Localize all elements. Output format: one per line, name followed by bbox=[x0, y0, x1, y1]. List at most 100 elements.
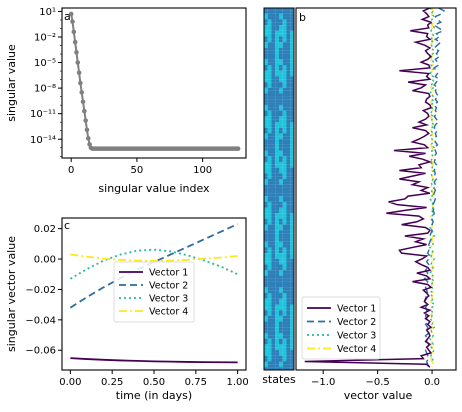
state-cell bbox=[282, 287, 287, 291]
state-cell bbox=[286, 65, 291, 68]
state-cell bbox=[279, 318, 283, 322]
state-cell bbox=[271, 8, 276, 11]
state-cell bbox=[282, 241, 287, 245]
state-cell bbox=[279, 227, 283, 231]
state-cell bbox=[264, 341, 268, 345]
state-cell bbox=[267, 65, 272, 68]
state-cell bbox=[275, 187, 280, 191]
state-cell bbox=[282, 84, 287, 88]
state-cell bbox=[290, 93, 295, 97]
state-cell bbox=[275, 367, 280, 371]
state-cell bbox=[271, 213, 276, 217]
state-cell bbox=[264, 350, 268, 353]
state-cell bbox=[267, 156, 272, 160]
state-cell bbox=[267, 164, 272, 168]
state-cell bbox=[282, 33, 287, 37]
c-panel-label: c bbox=[64, 219, 70, 232]
state-cell bbox=[286, 367, 291, 371]
state-cell bbox=[290, 275, 295, 279]
c-y-tick-label: 0.02 bbox=[34, 224, 56, 235]
state-cell bbox=[279, 62, 283, 66]
state-cell bbox=[267, 33, 272, 37]
state-cell bbox=[286, 127, 291, 131]
state-cell bbox=[279, 39, 283, 43]
b-legend: Vector 1 Vector 2 Vector 3 Vector 4 bbox=[301, 296, 381, 360]
state-cell bbox=[286, 270, 291, 274]
state-cell bbox=[267, 150, 272, 154]
state-cell bbox=[279, 352, 283, 356]
state-cell bbox=[279, 221, 283, 225]
a-x-tick-label: 0 bbox=[68, 165, 74, 176]
state-cell bbox=[264, 344, 268, 348]
state-cell bbox=[264, 216, 268, 219]
state-cell bbox=[264, 267, 268, 271]
state-cell bbox=[279, 156, 283, 160]
state-cell bbox=[279, 184, 283, 188]
state-cell bbox=[264, 13, 268, 17]
state-cell bbox=[279, 193, 283, 197]
state-cell bbox=[290, 210, 295, 214]
state-cell bbox=[264, 281, 268, 285]
state-cell bbox=[267, 141, 272, 145]
state-cell bbox=[275, 173, 280, 177]
state-cell bbox=[282, 22, 287, 26]
state-cell bbox=[264, 273, 268, 276]
state-cell bbox=[279, 30, 283, 34]
state-cell bbox=[267, 204, 272, 208]
state-cell bbox=[282, 264, 287, 268]
c-series-3-line bbox=[69, 248, 239, 280]
state-cell bbox=[275, 184, 280, 188]
state-cell bbox=[286, 327, 291, 331]
state-cell bbox=[264, 10, 268, 14]
state-cell bbox=[286, 159, 291, 162]
state-cell bbox=[279, 93, 283, 97]
state-cell bbox=[264, 295, 268, 299]
state-cell bbox=[290, 87, 295, 91]
state-cell bbox=[286, 238, 291, 242]
state-cell bbox=[282, 119, 287, 123]
state-cell bbox=[264, 110, 268, 114]
state-cell bbox=[282, 255, 287, 259]
state-cell bbox=[264, 87, 268, 91]
state-cell bbox=[275, 153, 280, 157]
state-cell bbox=[282, 93, 287, 97]
state-cell bbox=[264, 293, 268, 296]
state-cell bbox=[267, 93, 272, 97]
state-cell bbox=[275, 247, 280, 251]
state-cell bbox=[275, 315, 280, 319]
state-cell bbox=[267, 82, 272, 86]
state-cell bbox=[267, 241, 272, 245]
state-cell bbox=[290, 127, 295, 131]
state-cell bbox=[279, 278, 283, 282]
state-cell bbox=[282, 27, 287, 31]
state-cell bbox=[271, 230, 276, 234]
state-cell bbox=[286, 107, 291, 111]
state-cell bbox=[286, 119, 291, 123]
state-cell bbox=[282, 141, 287, 145]
state-cell bbox=[275, 250, 280, 254]
state-cell bbox=[282, 116, 287, 120]
panel-states: states bbox=[262, 7, 296, 386]
state-cell bbox=[286, 301, 291, 305]
state-cell bbox=[271, 139, 276, 143]
state-cell bbox=[275, 22, 280, 26]
state-cell bbox=[271, 221, 276, 225]
state-cell bbox=[290, 56, 295, 60]
state-cell bbox=[286, 56, 291, 60]
state-cell bbox=[275, 141, 280, 145]
state-cell bbox=[271, 47, 276, 51]
state-cell bbox=[290, 79, 295, 83]
state-cell bbox=[267, 207, 272, 211]
state-cell bbox=[267, 104, 272, 108]
state-cell bbox=[279, 170, 283, 174]
state-cell bbox=[279, 230, 283, 234]
state-cell bbox=[275, 122, 280, 125]
state-cell bbox=[267, 45, 272, 48]
state-cell bbox=[264, 141, 268, 145]
state-cell bbox=[279, 204, 283, 208]
state-cell bbox=[275, 233, 280, 237]
state-cell bbox=[290, 116, 295, 120]
state-cell bbox=[264, 104, 268, 108]
state-cell bbox=[271, 73, 276, 77]
state-cell bbox=[264, 139, 268, 143]
